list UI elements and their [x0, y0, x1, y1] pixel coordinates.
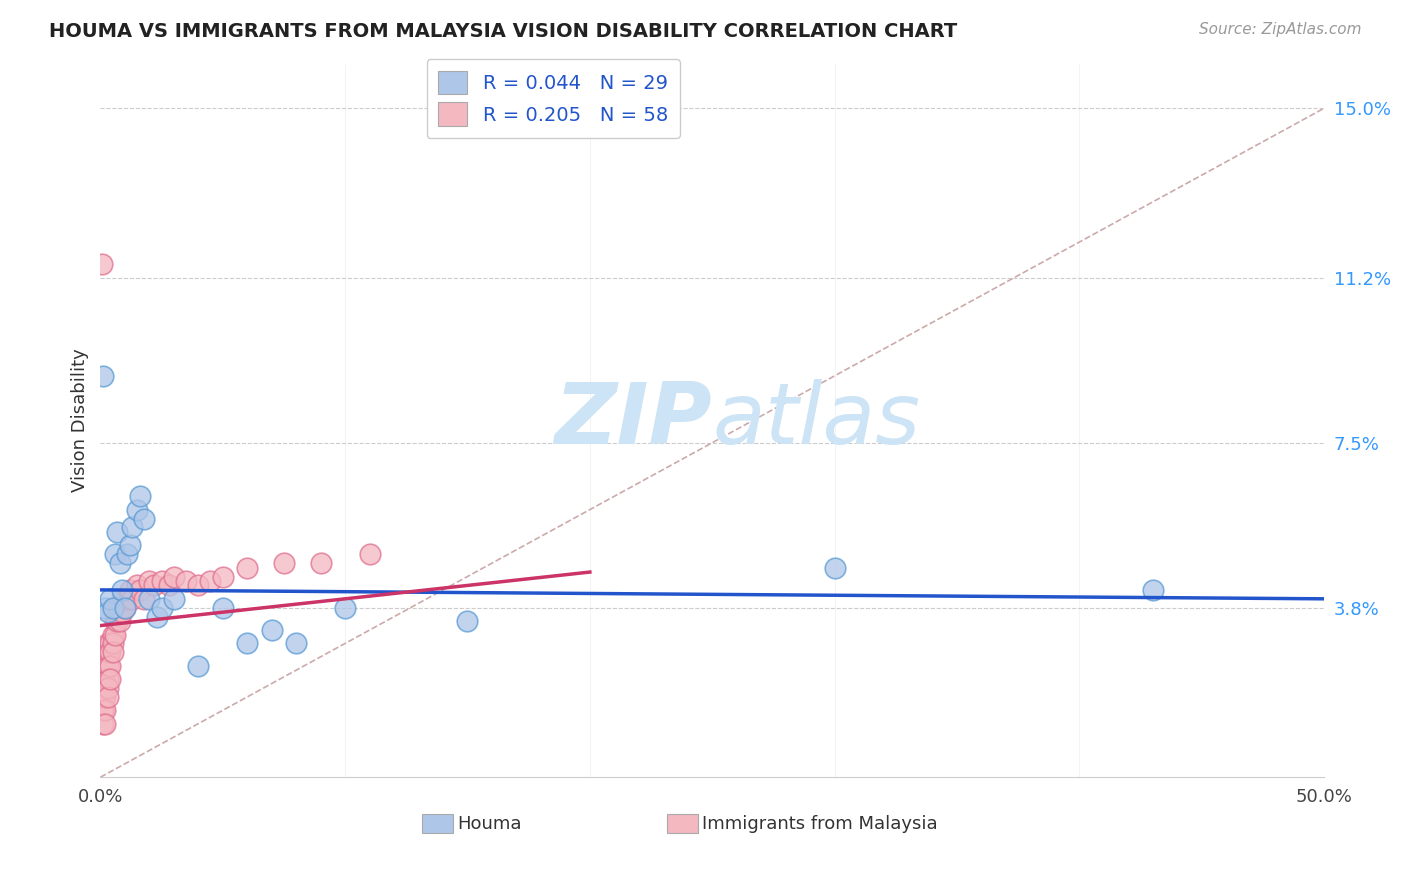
Point — [117, 547, 139, 561]
Point — [134, 511, 156, 525]
Point — [108, 600, 131, 615]
Point — [98, 658, 121, 673]
Point — [108, 556, 131, 570]
Point — [128, 489, 150, 503]
Point — [97, 672, 120, 686]
Point — [163, 569, 186, 583]
Point — [118, 538, 141, 552]
Point — [125, 502, 148, 516]
Y-axis label: Vision Disability: Vision Disability — [72, 349, 89, 492]
Point — [97, 681, 120, 695]
Point — [114, 600, 136, 615]
Point — [134, 591, 156, 606]
Point — [97, 645, 120, 659]
Point — [94, 658, 117, 673]
Point — [101, 627, 124, 641]
Text: HOUMA VS IMMIGRANTS FROM MALAYSIA VISION DISABILITY CORRELATION CHART: HOUMA VS IMMIGRANTS FROM MALAYSIA VISION… — [49, 22, 957, 41]
Point — [108, 614, 131, 628]
Point — [90, 257, 112, 271]
Point — [138, 591, 160, 606]
Point — [456, 614, 478, 628]
Point — [118, 582, 141, 597]
Point — [91, 690, 114, 704]
Point — [157, 578, 180, 592]
Point — [104, 614, 127, 628]
Text: Immigrants from Malaysia: Immigrants from Malaysia — [702, 814, 938, 832]
Point — [163, 591, 186, 606]
Point — [97, 690, 120, 704]
Point — [117, 591, 139, 606]
Point — [187, 658, 209, 673]
Point — [91, 672, 114, 686]
Point — [94, 600, 117, 615]
Point — [97, 636, 120, 650]
Point — [111, 605, 134, 619]
Point — [236, 636, 259, 650]
Point — [94, 681, 117, 695]
Point — [333, 600, 356, 615]
Point — [150, 600, 173, 615]
Point — [94, 672, 117, 686]
Point — [91, 681, 114, 695]
Point — [211, 569, 233, 583]
Point — [150, 574, 173, 588]
Point — [273, 556, 295, 570]
Point — [145, 609, 167, 624]
Point — [309, 556, 332, 570]
Point — [121, 520, 143, 534]
Point — [236, 560, 259, 574]
Point — [107, 600, 129, 615]
Legend: R = 0.044   N = 29, R = 0.205   N = 58: R = 0.044 N = 29, R = 0.205 N = 58 — [426, 59, 681, 137]
Point — [285, 636, 308, 650]
Point — [91, 703, 114, 717]
Point — [104, 627, 127, 641]
Point — [211, 600, 233, 615]
Point — [104, 547, 127, 561]
Point — [98, 645, 121, 659]
Point — [97, 605, 120, 619]
Point — [111, 582, 134, 597]
Point — [90, 681, 112, 695]
Text: Houma: Houma — [457, 814, 522, 832]
Point — [1142, 582, 1164, 597]
Point — [200, 574, 222, 588]
Point — [94, 690, 117, 704]
Point — [98, 591, 121, 606]
Point — [101, 636, 124, 650]
Text: Source: ZipAtlas.com: Source: ZipAtlas.com — [1198, 22, 1361, 37]
Point — [91, 690, 114, 704]
Point — [138, 574, 160, 588]
Point — [107, 524, 129, 539]
Point — [91, 645, 114, 659]
Point — [125, 578, 148, 592]
Point — [260, 623, 283, 637]
Point — [359, 547, 381, 561]
Point — [824, 560, 846, 574]
Point — [101, 600, 124, 615]
Point — [91, 703, 114, 717]
Point — [114, 600, 136, 615]
Point — [98, 636, 121, 650]
Text: ZIP: ZIP — [554, 379, 713, 462]
Point — [94, 716, 117, 731]
Point — [98, 672, 121, 686]
Point — [121, 591, 143, 606]
Point — [107, 614, 129, 628]
Text: atlas: atlas — [713, 379, 921, 462]
Point — [91, 716, 114, 731]
Point — [128, 582, 150, 597]
Point — [91, 368, 114, 383]
Point — [187, 578, 209, 592]
Point — [91, 658, 114, 673]
Point — [101, 645, 124, 659]
Point — [97, 658, 120, 673]
Point — [174, 574, 197, 588]
Point — [111, 591, 134, 606]
Point — [94, 703, 117, 717]
Point — [143, 578, 166, 592]
